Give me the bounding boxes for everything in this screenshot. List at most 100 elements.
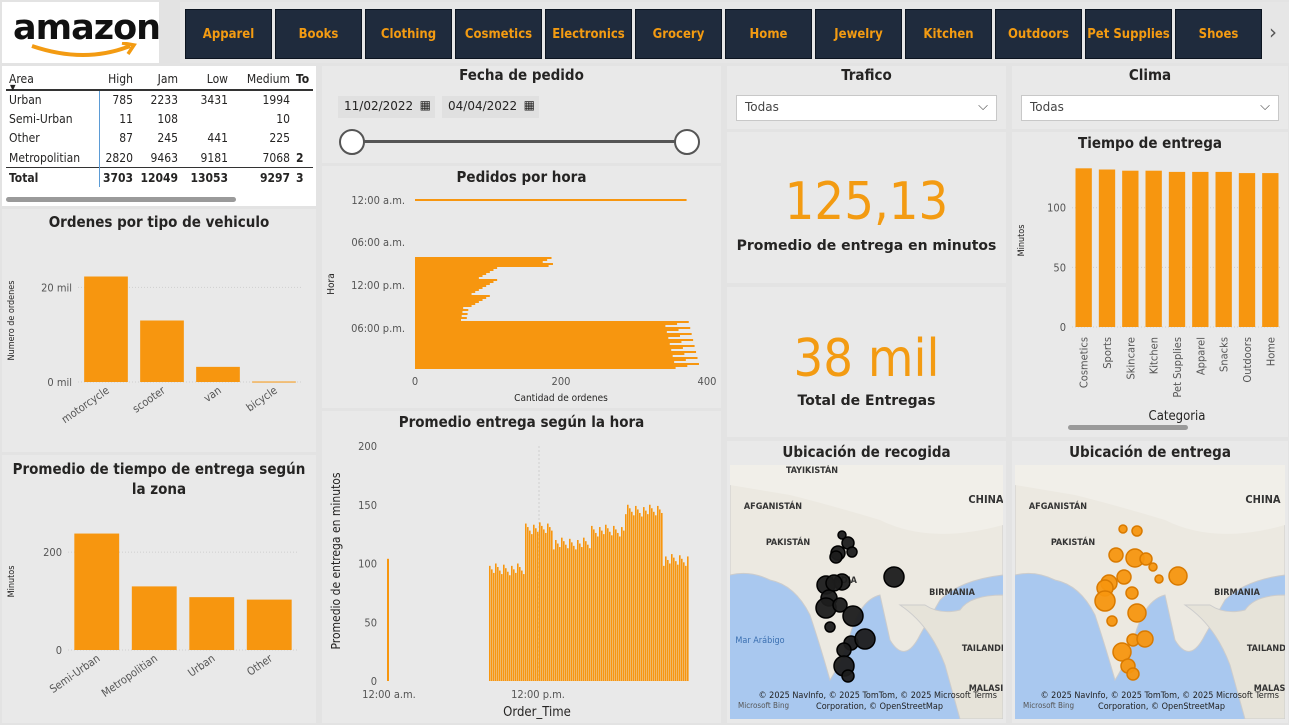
calendar-icon[interactable]: ▦	[523, 98, 535, 112]
bar-hour	[651, 508, 653, 681]
weather-dropdown[interactable]: Todas ⌵	[1021, 95, 1279, 121]
zone-chart-panel: Promedio de tiempo de entrega según la z…	[2, 455, 316, 723]
bar-sports	[1098, 169, 1116, 327]
nav-button-home[interactable]: Home	[725, 9, 812, 59]
bar-hour	[607, 528, 609, 681]
bar-hour	[415, 275, 483, 277]
x-tick-label: Kitchen	[1148, 337, 1161, 374]
matrix-corner[interactable]: Area ▼	[9, 72, 34, 92]
nav-bar: Apparel Books Clothing Cosmetics Electronics…	[180, 2, 1289, 63]
bar-urban	[189, 597, 235, 650]
nav-button-apparel[interactable]: Apparel	[185, 9, 272, 59]
category-hscroll[interactable]	[1068, 425, 1188, 430]
date-slider-end-handle[interactable]	[674, 129, 700, 155]
col-low[interactable]: Low	[206, 72, 228, 87]
col-total[interactable]: To	[296, 72, 310, 87]
bar-hour	[645, 510, 647, 681]
bar-hour	[415, 353, 685, 355]
land	[730, 465, 1003, 534]
bar-hour	[415, 367, 676, 369]
bar-hour	[571, 542, 573, 681]
matrix-hscroll[interactable]	[6, 197, 236, 202]
weather-slicer-panel: Clima Todas ⌵	[1012, 66, 1288, 129]
bar-hour	[569, 538, 571, 681]
y-tick-label: 0	[56, 644, 62, 657]
location-marker	[1112, 642, 1132, 662]
bar-hour	[641, 516, 643, 681]
bar-hour	[523, 574, 525, 681]
orders-by-hour-panel: Pedidos por hora Hora 12:00 a.m. 06:00 a.m…	[322, 166, 721, 408]
bar-hour	[561, 537, 563, 681]
nav-button-clothing[interactable]: Clothing	[365, 9, 452, 59]
bar-hour	[415, 307, 464, 309]
nav-button-kitchen[interactable]: Kitchen	[905, 9, 992, 59]
bar-hour	[511, 565, 513, 681]
bar-scooter	[140, 320, 184, 382]
nav-button-outdoors[interactable]: Outdoors	[995, 9, 1082, 59]
y-tick-label: 50	[364, 616, 377, 629]
location-marker	[883, 566, 905, 588]
y-tick-label: 100	[1047, 202, 1066, 215]
bar-hour	[415, 277, 479, 279]
nav-button-electronics[interactable]: Electronics	[545, 9, 632, 59]
bar-midnight	[415, 199, 687, 201]
kpi-total-value: 38 mil	[793, 329, 940, 389]
date-slider-start-handle[interactable]	[339, 129, 365, 155]
location-marker	[1154, 574, 1164, 584]
x-tick-label: 400	[698, 375, 717, 388]
start-date-input[interactable]: 11/02/2022 ▦	[338, 96, 435, 118]
bar-hour	[615, 529, 617, 681]
end-date-input[interactable]: 04/04/2022 ▦	[442, 96, 539, 118]
location-marker	[1116, 569, 1132, 585]
weather-slicer-title: Clima	[1128, 66, 1172, 84]
calendar-icon[interactable]: ▦	[419, 98, 431, 112]
y-tick-label: 12:00 p.m.	[351, 279, 405, 292]
col-high[interactable]: High	[108, 72, 133, 87]
nav-button-jewelry[interactable]: Jewelry	[815, 9, 902, 59]
bar-hour	[611, 535, 613, 681]
matrix-row[interactable]: Metropolitian 2820 9463 9181 7068 2	[6, 148, 313, 168]
col-medium[interactable]: Medium	[246, 72, 290, 87]
pickup-map[interactable]: TAYIKISTÁNAFGANISTÁNPAKISTÁNCHINAINDIABI…	[730, 465, 1003, 719]
kpi-total-label: Total de Entregas	[797, 393, 936, 409]
x-axis-label: Cantidad de ordenes	[514, 393, 608, 404]
bar-hour	[415, 293, 472, 295]
x-tick-label: 12:00 p.m.	[511, 688, 565, 701]
matrix-cell-low	[181, 109, 231, 129]
y-axis-label: Numero de ordenes	[7, 281, 17, 361]
matrix-row[interactable]: Other 87 245 441 225	[6, 128, 313, 148]
bar-hour	[519, 567, 521, 681]
bar-hour	[597, 536, 599, 681]
bar-hour	[415, 273, 487, 275]
amazon-logo: amazon	[13, 8, 161, 48]
x-tick-label: Skincare	[1124, 337, 1137, 379]
avg-by-hour-chart: Promedio de entrega en minutos 0 50 100 150 2…	[329, 440, 689, 720]
location-marker	[1108, 547, 1124, 563]
bar-van	[196, 366, 240, 382]
chevron-right-icon[interactable]: ›	[1269, 20, 1277, 44]
bar-hour	[415, 309, 469, 311]
bar-hour	[415, 279, 498, 281]
nav-button-cosmetics[interactable]: Cosmetics	[455, 9, 542, 59]
col-jam[interactable]: Jam	[157, 72, 178, 87]
matrix-row[interactable]: Semi-Urban 11 108 10	[6, 109, 313, 129]
nav-button-books[interactable]: Books	[275, 9, 362, 59]
bar-pet-supplies	[1168, 171, 1186, 327]
nav-button-grocery[interactable]: Grocery	[635, 9, 722, 59]
bar-hour	[579, 543, 581, 681]
delivery-map[interactable]: AFGANISTÁN PAKISTÁN CHINA BIRMANIA TAILANDIA…	[1015, 465, 1285, 719]
date-slider-track[interactable]	[352, 140, 688, 143]
bar-kitchen	[1145, 170, 1162, 327]
bar-hour	[415, 289, 479, 291]
map-label: BIRMANIA	[1214, 588, 1261, 598]
nav-button-shoes[interactable]: Shoes	[1175, 9, 1262, 59]
nav-button-pet-supplies[interactable]: Pet Supplies	[1085, 9, 1172, 59]
start-date-value: 11/02/2022	[344, 99, 414, 113]
traffic-dropdown[interactable]: Todas ⌵	[736, 95, 997, 121]
bar-hour	[415, 257, 552, 259]
matrix-row[interactable]: Urban 785 2233 3431 1994	[6, 89, 313, 109]
bar-hour	[595, 532, 597, 681]
bar-metropolitian	[131, 586, 177, 650]
end-date-value: 04/04/2022	[448, 99, 518, 113]
